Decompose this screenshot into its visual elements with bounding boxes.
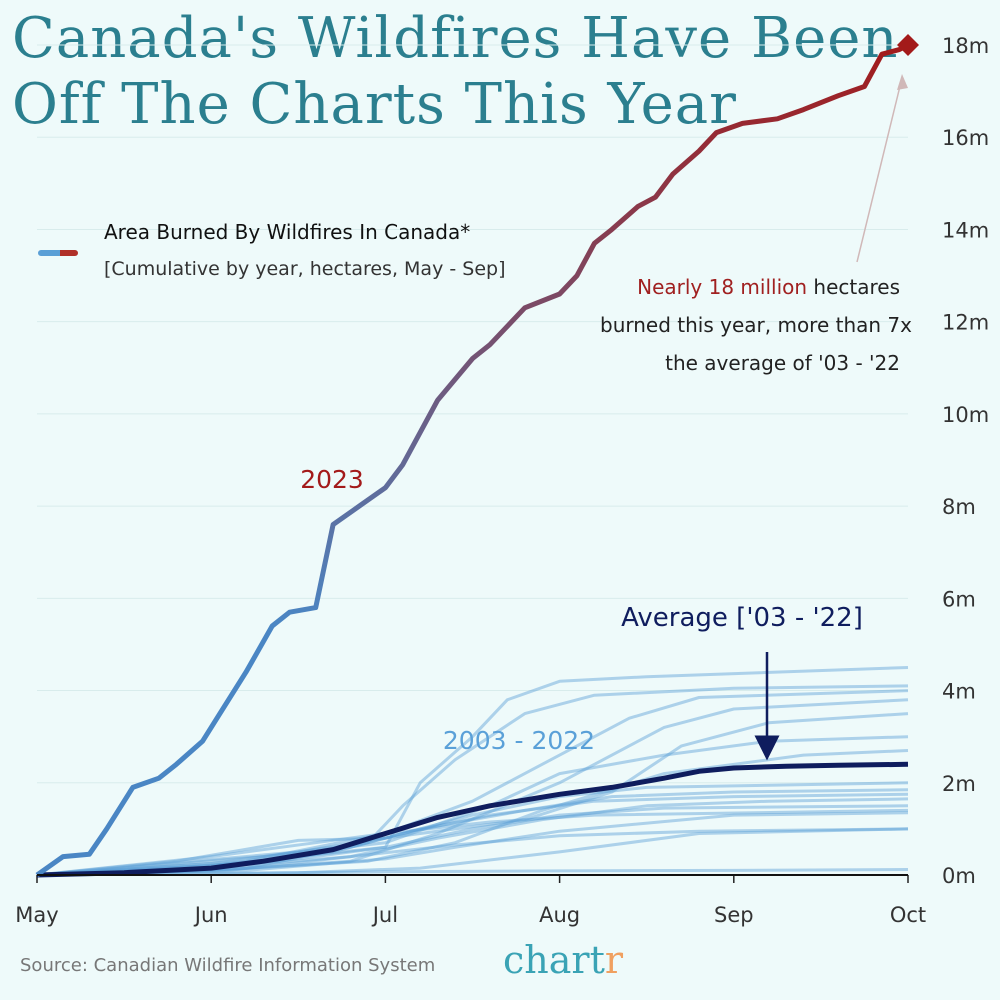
x-tick-label: Jul: [371, 903, 398, 927]
x-tick-label: Oct: [890, 903, 926, 927]
y-tick-label: 10m: [942, 403, 989, 427]
history-year-line: [36, 827, 909, 877]
y-tick-label: 2m: [942, 772, 976, 796]
line-2023: [35, 42, 910, 878]
annotation-2023-total: Nearly 18 million hectares burned this y…: [600, 268, 912, 382]
y-tick-label: 16m: [942, 126, 989, 150]
label-2023: 2023: [300, 465, 364, 494]
chart-title: Canada's Wildfires Have Been Off The Cha…: [12, 6, 898, 138]
annotation-line-2: burned this year, more than 7x: [600, 313, 912, 337]
legend-title: Area Burned By Wildfires In Canada*: [104, 220, 471, 244]
annotation-line-1-rest: hectares: [807, 275, 900, 299]
y-tick-label: 8m: [942, 495, 976, 519]
title-line-1: Canada's Wildfires Have Been: [12, 6, 899, 71]
label-history-range: 2003 - 2022: [443, 726, 595, 755]
x-tick-label: May: [15, 903, 58, 927]
y-tick-label: 18m: [942, 34, 989, 58]
title-line-2: Off The Charts This Year: [12, 72, 737, 137]
history-year-line: [36, 781, 909, 877]
history-year-line: [36, 868, 909, 877]
history-year-line: [36, 811, 909, 877]
y-tick-label: 0m: [942, 864, 976, 888]
history-year-line: [36, 684, 909, 877]
history-year-line: [36, 735, 909, 877]
history-year-line: [36, 797, 909, 877]
label-average: Average ['03 - '22]: [621, 603, 863, 633]
history-year-line: [36, 788, 909, 877]
history-year-line: [36, 712, 909, 877]
y-tick-label: 12m: [942, 311, 989, 335]
history-year-line: [36, 804, 909, 877]
annotation-highlight: Nearly 18 million: [637, 275, 808, 299]
history-year-line: [36, 749, 909, 877]
history-year-line: [36, 698, 909, 877]
x-tick-label: Sep: [714, 903, 754, 927]
annotation-line-1: Nearly 18 million hectares: [600, 268, 900, 306]
y-tick-label: 14m: [942, 218, 989, 242]
annotation-arrow-line: [856, 77, 903, 263]
x-tick-label: Aug: [539, 903, 580, 927]
marker-2023-end: [897, 34, 919, 56]
annotation-line-3: the average of '03 - '22: [665, 351, 900, 375]
legend-swatch: [38, 250, 78, 256]
y-tick-label: 4m: [942, 680, 976, 704]
history-year-line: [36, 689, 909, 877]
average-line: [36, 761, 909, 878]
logo-accent: r: [604, 938, 624, 982]
y-tick-label: 6m: [942, 587, 976, 611]
chartr-logo: chartr: [503, 938, 623, 982]
x-tick-label: Jun: [193, 903, 228, 927]
logo-main: chart: [503, 938, 605, 982]
legend-subtitle: [Cumulative by year, hectares, May - Sep…: [104, 258, 506, 280]
annotation-arrow-head: [897, 74, 908, 90]
source-note: Source: Canadian Wildfire Information Sy…: [20, 955, 436, 976]
